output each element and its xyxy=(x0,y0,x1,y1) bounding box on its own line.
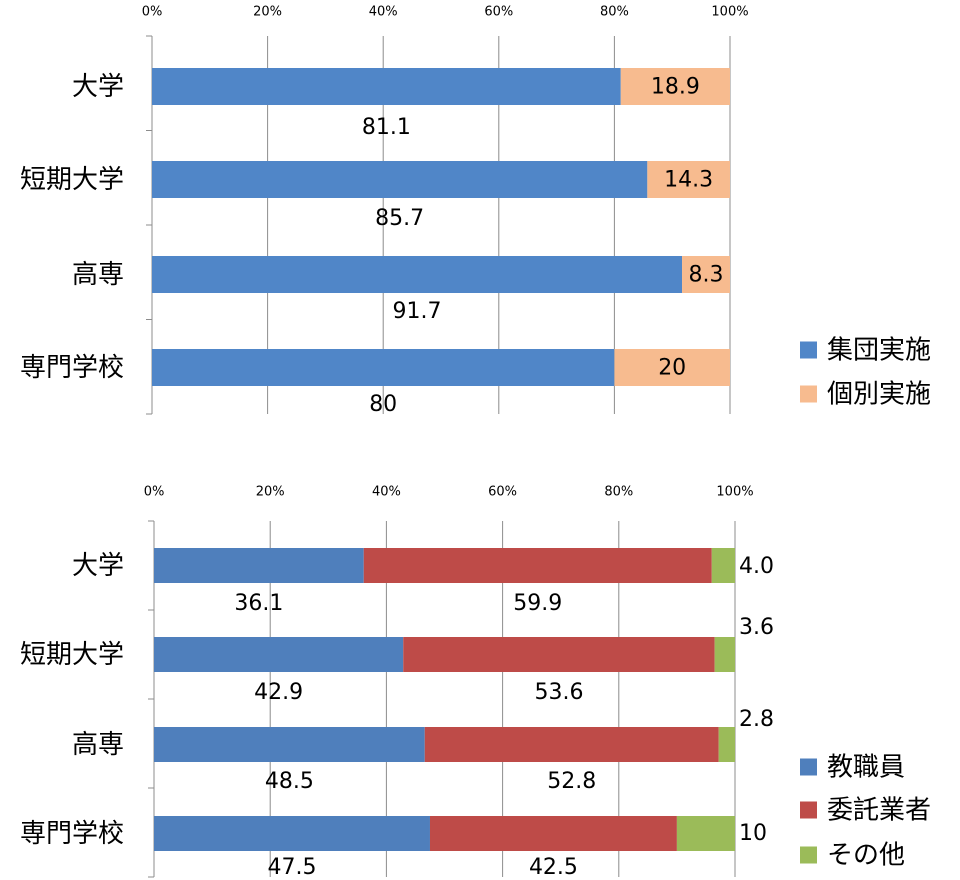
legend-swatch xyxy=(800,846,817,864)
bar-segment xyxy=(152,349,615,386)
data-label: 81.1 xyxy=(362,115,411,140)
category-label: 専門学校 xyxy=(20,353,124,383)
data-label: 53.6 xyxy=(534,680,583,705)
data-label: 3.6 xyxy=(739,615,774,640)
bar-segment xyxy=(429,816,677,851)
data-label: 47.5 xyxy=(267,855,316,880)
data-label: 42.5 xyxy=(529,855,578,880)
data-label: 36.1 xyxy=(234,591,283,616)
bar-segment xyxy=(682,256,730,293)
legend-label: 個別実施 xyxy=(827,380,931,410)
x-tick-label: 0% xyxy=(144,485,165,500)
data-label: 18.9 xyxy=(651,75,700,100)
x-tick-label: 40% xyxy=(369,5,398,20)
bar-segment xyxy=(614,349,730,386)
x-tick-label: 20% xyxy=(253,5,282,20)
data-label: 91.7 xyxy=(393,299,442,324)
data-label: 48.5 xyxy=(265,769,314,794)
bar-segment xyxy=(647,161,730,198)
chart-2: 0% 20% 40% 60% 80% 100% 大学 36.1 59.9 4.0 短期大学 42.9 5… xyxy=(20,485,931,880)
legend-label: 集団実施 xyxy=(827,336,931,366)
legend-swatch xyxy=(800,801,817,819)
bar-segment xyxy=(718,727,735,762)
data-label: 85.7 xyxy=(375,206,424,231)
data-label: 14.3 xyxy=(664,168,713,193)
legend-swatch xyxy=(800,385,817,403)
chart-1: 0% 20% 40% 60% 80% 100% 大学 81.1 18.9 短期大学 85.7 14.3… xyxy=(20,5,931,418)
bar-segment xyxy=(714,637,735,672)
legend-label: その他 xyxy=(827,841,905,871)
legend-swatch xyxy=(800,758,817,776)
data-label: 59.9 xyxy=(513,591,562,616)
bar-segment xyxy=(152,256,683,293)
category-label: 専門学校 xyxy=(20,819,124,849)
category-label: 高専 xyxy=(72,260,124,290)
x-tick-label: 80% xyxy=(600,5,629,20)
bar-segment xyxy=(363,548,712,583)
data-label: 52.8 xyxy=(547,769,596,794)
data-label: 8.3 xyxy=(689,263,724,288)
data-label: 2.8 xyxy=(739,707,774,732)
category-label: 大学 xyxy=(72,72,124,102)
bar-segment xyxy=(152,68,621,105)
bar-segment xyxy=(403,637,715,672)
data-label: 80 xyxy=(369,392,397,417)
data-label: 4.0 xyxy=(739,554,774,579)
legend-label: 教職員 xyxy=(827,753,905,783)
bar-segment xyxy=(154,727,425,762)
bar-segment xyxy=(424,727,719,762)
bar-segment xyxy=(154,548,364,583)
bar-segment xyxy=(154,816,430,851)
x-tick-label: 40% xyxy=(372,485,401,500)
category-label: 短期大学 xyxy=(20,640,124,670)
bar-segment xyxy=(154,637,404,672)
x-tick-label: 0% xyxy=(142,5,163,20)
bar-segment xyxy=(152,161,648,198)
x-tick-label: 100% xyxy=(711,5,748,20)
data-label: 20 xyxy=(658,356,686,381)
bar-segment xyxy=(620,68,730,105)
x-tick-label: 60% xyxy=(484,5,513,20)
category-label: 大学 xyxy=(72,551,124,581)
category-label: 高専 xyxy=(72,730,124,760)
legend-label: 委託業者 xyxy=(827,796,931,826)
bar-segment xyxy=(711,548,735,583)
x-tick-label: 100% xyxy=(716,485,753,500)
x-tick-label: 20% xyxy=(256,485,285,500)
x-tick-label: 80% xyxy=(604,485,633,500)
legend-swatch xyxy=(800,341,817,359)
data-label: 42.9 xyxy=(254,680,303,705)
bar-segment xyxy=(676,816,735,851)
x-tick-label: 60% xyxy=(488,485,517,500)
data-label: 10 xyxy=(739,821,767,846)
category-label: 短期大学 xyxy=(20,165,124,195)
